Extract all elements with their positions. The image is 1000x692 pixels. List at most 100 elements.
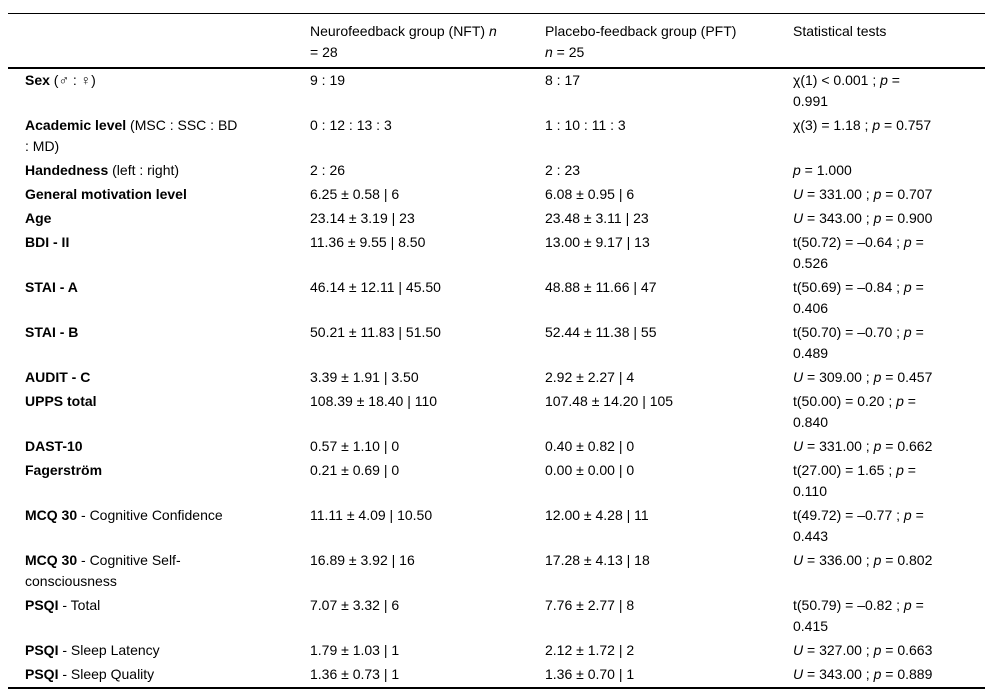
nft-value: 1.79 ± 1.03 | 1 — [310, 642, 400, 658]
table-row: DAST-10 0.57 ± 1.10 | 0 0.40 ± 0.82 | 0 … — [8, 435, 985, 459]
table-row: PSQI - Total 7.07 ± 3.32 | 6 7.76 ± 2.77… — [8, 594, 985, 639]
header-pft-group: Placebo-feedback group (PFT) n = 25 — [545, 23, 737, 60]
pft-value: 107.48 ± 14.20 | 105 — [545, 393, 674, 409]
measure-detail: - Cognitive Self-consciousness — [25, 552, 181, 589]
measure-label: PSQI - Total — [8, 594, 293, 639]
measure-label: DAST-10 — [8, 435, 293, 459]
nft-value: 108.39 ± 18.40 | 110 — [310, 393, 438, 409]
table-row: AUDIT - C 3.39 ± 1.91 | 3.50 2.92 ± 2.27… — [8, 366, 985, 390]
measure-label: Academic level (MSC : SSC : BD: MD) — [8, 114, 293, 159]
measure-label: STAI - A — [8, 276, 293, 321]
nft-value: 0.57 ± 1.10 | 0 — [310, 438, 400, 454]
nft-value: 7.07 ± 3.32 | 6 — [310, 597, 400, 613]
table-row: MCQ 30 - Cognitive Self-consciousness 16… — [8, 549, 985, 594]
table-row: PSQI - Sleep Quality 1.36 ± 0.73 | 1 1.3… — [8, 663, 985, 688]
pft-value: 48.88 ± 11.66 | 47 — [545, 279, 657, 295]
measure-label: PSQI - Sleep Quality — [8, 663, 293, 688]
pft-value: 2.92 ± 2.27 | 4 — [545, 369, 635, 385]
stat-test-value: χ(3) = 1.18 ; p = 0.757 — [793, 117, 932, 133]
measure-name: BDI - II — [25, 234, 70, 250]
table-body: Sex (♂ : ♀) 9 : 19 8 : 17 χ(1) < 0.001 ;… — [8, 68, 985, 688]
stat-test-value: U = 343.00 ; p = 0.900 — [793, 210, 933, 226]
table-row: Handedness (left : right) 2 : 26 2 : 23 … — [8, 159, 985, 183]
measure-name: PSQI — [25, 597, 59, 613]
stat-test-value: t(49.72) = –0.77 ; p = 0.443 — [793, 507, 924, 544]
table-row: STAI - B 50.21 ± 11.83 | 51.50 52.44 ± 1… — [8, 321, 985, 366]
stat-test-value: t(27.00) = 1.65 ; p = 0.110 — [793, 462, 916, 499]
pft-value: 7.76 ± 2.77 | 8 — [545, 597, 635, 613]
pft-value: 0.40 ± 0.82 | 0 — [545, 438, 635, 454]
pft-value: 2.12 ± 1.72 | 2 — [545, 642, 635, 658]
nft-value: 16.89 ± 3.92 | 16 — [310, 552, 415, 568]
measure-name: PSQI — [25, 666, 59, 682]
header-measure-empty — [8, 14, 293, 69]
pft-value: 13.00 ± 9.17 | 13 — [545, 234, 650, 250]
header-row: Neurofeedback group (NFT) n = 28 Placebo-… — [8, 14, 985, 69]
nft-value: 46.14 ± 12.11 | 45.50 — [310, 279, 441, 295]
measure-label: PSQI - Sleep Latency — [8, 639, 293, 663]
pft-value: 17.28 ± 4.13 | 18 — [545, 552, 650, 568]
measure-name: PSQI — [25, 642, 59, 658]
table-row: MCQ 30 - Cognitive Confidence 11.11 ± 4.… — [8, 504, 985, 549]
measure-label: AUDIT - C — [8, 366, 293, 390]
nft-value: 0.21 ± 0.69 | 0 — [310, 462, 400, 478]
measure-name: Age — [25, 210, 52, 226]
table-row: Sex (♂ : ♀) 9 : 19 8 : 17 χ(1) < 0.001 ;… — [8, 68, 985, 114]
table-row: UPPS total 108.39 ± 18.40 | 110 107.48 ±… — [8, 390, 985, 435]
measure-name: Sex — [25, 72, 50, 88]
nft-value: 1.36 ± 0.73 | 1 — [310, 666, 400, 682]
stat-test-value: U = 331.00 ; p = 0.707 — [793, 186, 933, 202]
table-row: Age 23.14 ± 3.19 | 23 23.48 ± 3.11 | 23 … — [8, 207, 985, 231]
measure-name: AUDIT - C — [25, 369, 91, 385]
stat-test-value: U = 327.00 ; p = 0.663 — [793, 642, 933, 658]
pft-value: 23.48 ± 3.11 | 23 — [545, 210, 649, 226]
measure-label: General motivation level — [8, 183, 293, 207]
measure-name: MCQ 30 — [25, 552, 78, 568]
measure-detail: (MSC : SSC : BD: MD) — [25, 117, 238, 154]
nft-value: 9 : 19 — [310, 72, 346, 88]
stat-test-value: U = 331.00 ; p = 0.662 — [793, 438, 933, 454]
measure-name: MCQ 30 — [25, 507, 78, 523]
nft-value: 23.14 ± 3.19 | 23 — [310, 210, 415, 226]
table-row: Fagerström 0.21 ± 0.69 | 0 0.00 ± 0.00 |… — [8, 459, 985, 504]
measure-name: STAI - B — [25, 324, 79, 340]
measure-name: UPPS total — [25, 393, 97, 409]
stat-test-value: t(50.72) = –0.64 ; p = 0.526 — [793, 234, 924, 271]
nft-value: 6.25 ± 0.58 | 6 — [310, 186, 400, 202]
measure-detail: - Sleep Quality — [58, 666, 155, 682]
stat-test-value: t(50.00) = 0.20 ; p = 0.840 — [793, 393, 916, 430]
pft-value: 6.08 ± 0.95 | 6 — [545, 186, 635, 202]
nft-value: 3.39 ± 1.91 | 3.50 — [310, 369, 419, 385]
measure-label: BDI - II — [8, 231, 293, 276]
measure-name: General motivation level — [25, 186, 187, 202]
stat-test-value: U = 336.00 ; p = 0.802 — [793, 552, 933, 568]
nft-value: 50.21 ± 11.83 | 51.50 — [310, 324, 441, 340]
stat-test-value: t(50.70) = –0.70 ; p = 0.489 — [793, 324, 924, 361]
table-row: General motivation level 6.25 ± 0.58 | 6… — [8, 183, 985, 207]
nft-value: 11.11 ± 4.09 | 10.50 — [310, 507, 433, 523]
pft-value: 12.00 ± 4.28 | 11 — [545, 507, 649, 523]
table-row: PSQI - Sleep Latency 1.79 ± 1.03 | 1 2.1… — [8, 639, 985, 663]
measure-label: MCQ 30 - Cognitive Confidence — [8, 504, 293, 549]
pft-value: 1.36 ± 0.70 | 1 — [545, 666, 635, 682]
stat-test-value: t(50.79) = –0.82 ; p = 0.415 — [793, 597, 924, 634]
measure-label: Fagerström — [8, 459, 293, 504]
measure-name: Fagerström — [25, 462, 103, 478]
table-row: Academic level (MSC : SSC : BD: MD) 0 : … — [8, 114, 985, 159]
stat-test-value: χ(1) < 0.001 ; p = 0.991 — [793, 72, 900, 109]
header-nft-group: Neurofeedback group (NFT) n = 28 — [310, 23, 497, 60]
measure-name: STAI - A — [25, 279, 78, 295]
nft-value: 2 : 26 — [310, 162, 346, 178]
nft-value: 11.36 ± 9.55 | 8.50 — [310, 234, 426, 250]
header-statistical-tests: Statistical tests — [793, 23, 887, 39]
pft-value: 8 : 17 — [545, 72, 581, 88]
stat-test-value: p = 1.000 — [793, 162, 852, 178]
measure-detail: - Sleep Latency — [58, 642, 160, 658]
group-comparison-table: Neurofeedback group (NFT) n = 28 Placebo-… — [8, 13, 985, 689]
pft-value: 2 : 23 — [545, 162, 581, 178]
measure-label: STAI - B — [8, 321, 293, 366]
measure-detail: - Cognitive Confidence — [77, 507, 223, 523]
measure-label: MCQ 30 - Cognitive Self-consciousness — [8, 549, 293, 594]
stat-test-value: t(50.69) = –0.84 ; p = 0.406 — [793, 279, 924, 316]
